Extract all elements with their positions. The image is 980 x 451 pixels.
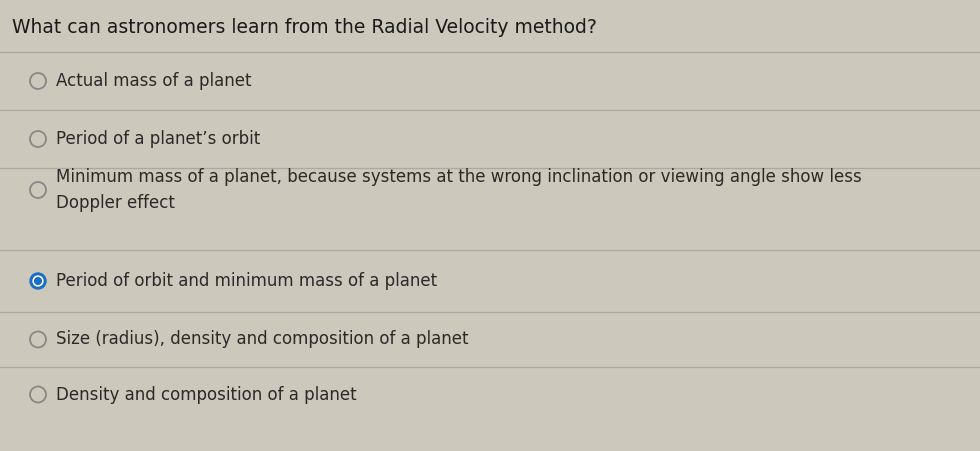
Text: Size (radius), density and composition of a planet: Size (radius), density and composition o… [56,331,468,349]
Text: Period of orbit and minimum mass of a planet: Period of orbit and minimum mass of a pl… [56,272,437,290]
Text: Minimum mass of a planet, because systems at the wrong inclination or viewing an: Minimum mass of a planet, because system… [56,168,861,212]
Text: Period of a planet’s orbit: Period of a planet’s orbit [56,130,261,148]
Text: Density and composition of a planet: Density and composition of a planet [56,386,357,404]
Circle shape [33,276,43,286]
Text: Actual mass of a planet: Actual mass of a planet [56,72,252,90]
Text: What can astronomers learn from the Radial Velocity method?: What can astronomers learn from the Radi… [12,18,597,37]
Circle shape [30,273,46,289]
Circle shape [34,278,41,285]
